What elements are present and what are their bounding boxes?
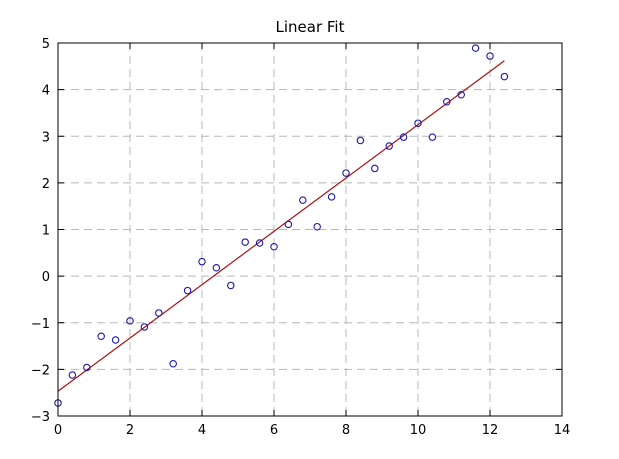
- y-tick-label: −2: [31, 363, 50, 378]
- data-point: [83, 363, 91, 372]
- data-point: [385, 142, 393, 150]
- data-point: [68, 371, 77, 379]
- data-point: [284, 220, 293, 229]
- x-tick-label: 12: [482, 423, 499, 438]
- axis-ticks: [57, 42, 563, 417]
- y-tick-label: 4: [42, 84, 50, 99]
- data-point: [399, 133, 408, 141]
- x-tick-label: 10: [410, 423, 427, 438]
- grid-lines: [58, 43, 562, 416]
- data-point: [457, 91, 465, 99]
- data-point: [255, 239, 264, 247]
- x-tick-label: 14: [554, 423, 571, 438]
- y-tick-labels: −3 −2 −1 0 1 2 3 4 5: [31, 37, 50, 425]
- data-point: [241, 238, 249, 246]
- data-point: [270, 243, 278, 251]
- data-point: [443, 97, 451, 106]
- data-point: [111, 336, 120, 344]
- data-point: [140, 323, 149, 331]
- data-point: [500, 72, 509, 81]
- data-point: [126, 317, 134, 325]
- data-point: [198, 257, 206, 266]
- fit-line: [57, 60, 505, 392]
- data-point: [327, 193, 336, 201]
- data-points: [54, 44, 509, 407]
- data-point: [169, 360, 177, 368]
- y-tick-label: −1: [31, 317, 50, 332]
- data-point: [486, 52, 494, 60]
- y-tick-label: 2: [42, 177, 50, 192]
- y-tick-label: −3: [31, 410, 50, 425]
- data-point: [356, 136, 365, 145]
- data-point: [212, 263, 221, 272]
- x-tick-labels: 0 2 4 6 8 10 12 14: [54, 423, 570, 438]
- x-tick-label: 8: [342, 423, 350, 438]
- data-point: [183, 286, 192, 295]
- x-tick-label: 6: [270, 423, 278, 438]
- data-point: [371, 164, 379, 173]
- chart-title: Linear Fit: [276, 18, 345, 36]
- data-point: [414, 119, 422, 127]
- fit-line-layer: [57, 60, 505, 392]
- x-tick-label: 2: [126, 423, 134, 438]
- data-point: [471, 44, 480, 52]
- data-point: [97, 332, 105, 341]
- data-point: [428, 133, 437, 141]
- y-tick-label: 5: [42, 37, 50, 52]
- x-tick-label: 0: [54, 423, 62, 438]
- data-point: [342, 169, 350, 177]
- data-point: [227, 281, 235, 290]
- data-point: [155, 309, 163, 317]
- y-tick-label: 0: [42, 270, 50, 285]
- x-tick-label: 4: [198, 423, 206, 438]
- data-point: [313, 222, 321, 231]
- data-point: [299, 196, 307, 204]
- y-tick-label: 1: [42, 224, 50, 239]
- y-tick-label: 3: [42, 130, 50, 145]
